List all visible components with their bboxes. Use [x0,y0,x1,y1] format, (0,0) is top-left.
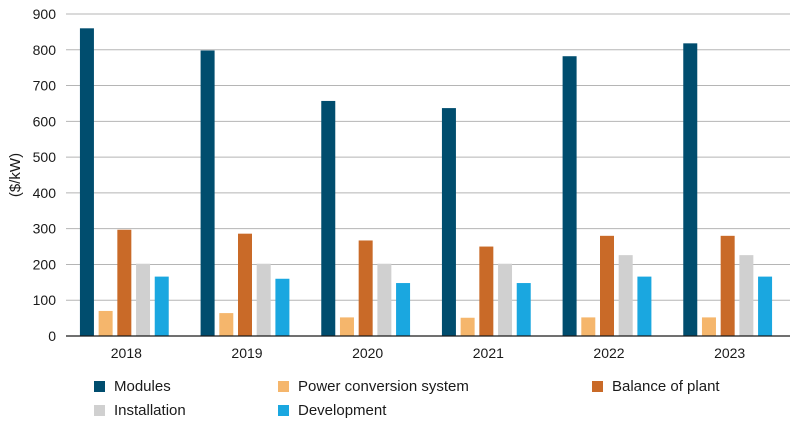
bar-power-conversion-system-2021 [460,317,475,336]
legend-item-installation: Installation [94,402,186,419]
bar-power-conversion-system-2022 [581,317,596,336]
bar-power-conversion-system-2019 [219,313,234,336]
legend-label-power-conversion-system: Power conversion system [298,378,469,395]
bar-development-2019 [275,278,290,336]
bar-balance-of-plant-2018 [117,229,132,336]
bar-power-conversion-system-2018 [98,310,113,336]
bar-development-2022 [637,276,652,336]
bars [79,28,773,337]
bar-modules-2021 [441,108,456,337]
bar-development-2020 [396,283,411,336]
legend-label-development: Development [298,402,387,419]
bar-installation-2023 [739,255,754,336]
bar-installation-2018 [136,263,151,336]
legend-swatch-installation [94,405,105,416]
bar-balance-of-plant-2020 [358,240,373,336]
legend-label-installation: Installation [114,402,186,419]
y-axis-label: ($/kW) [7,153,24,197]
x-tick-label: 2019 [231,345,262,361]
legend-label-balance-of-plant: Balance of plant [612,378,720,395]
bar-development-2021 [516,283,531,336]
y-tick-label: 500 [33,149,57,165]
bar-installation-2021 [498,263,513,336]
bar-modules-2019 [200,50,215,336]
bar-balance-of-plant-2022 [600,235,614,336]
legend-item-development: Development [278,402,386,419]
bar-power-conversion-system-2020 [339,317,354,336]
x-tick-label: 2023 [714,345,745,361]
bar-development-2018 [154,276,169,336]
bar-power-conversion-system-2023 [701,317,716,336]
legend-label-modules: Modules [114,378,171,395]
x-tick-label: 2022 [593,345,624,361]
bar-development-2023 [758,276,773,336]
y-tick-label: 900 [33,6,57,22]
y-tick-label: 300 [33,221,57,237]
bar-modules-2022 [562,56,577,337]
legend-item-power-conversion-system: Power conversion system [278,378,469,395]
legend-swatch-balance-of-plant [592,381,603,392]
y-tick-label: 400 [33,185,57,201]
x-tick-label: 2018 [111,345,142,361]
legend-item-balance-of-plant: Balance of plant [592,378,720,395]
bar-installation-2020 [377,263,392,336]
legend-swatch-development [278,405,289,416]
gridlines [66,13,790,301]
x-axis-ticks: 2018 2019 2020 2021 2022 2023 [111,345,746,361]
y-tick-label: 200 [33,256,57,272]
legend-swatch-modules [94,381,105,392]
legend-swatch-power-conversion-system [278,381,289,392]
bar-installation-2022 [618,255,633,336]
legend-item-modules: Modules [94,378,171,395]
y-tick-label: 100 [33,292,57,308]
y-tick-label: 600 [33,113,57,129]
bar-installation-2019 [256,263,271,336]
bar-balance-of-plant-2021 [479,246,494,336]
y-tick-label: 0 [48,328,56,344]
bar-balance-of-plant-2023 [720,235,735,336]
bar-modules-2023 [683,43,698,337]
bar-modules-2018 [79,28,94,337]
x-tick-label: 2021 [473,345,504,361]
bar-modules-2020 [321,100,336,336]
bar-balance-of-plant-2019 [238,233,252,336]
y-tick-label: 800 [33,42,57,58]
y-axis-ticks: 0 100 200 300 400 500 600 700 800 900 [33,6,57,344]
y-tick-label: 700 [33,78,57,94]
x-tick-label: 2020 [352,345,383,361]
legend: Modules Power conversion system Balance … [94,372,794,432]
